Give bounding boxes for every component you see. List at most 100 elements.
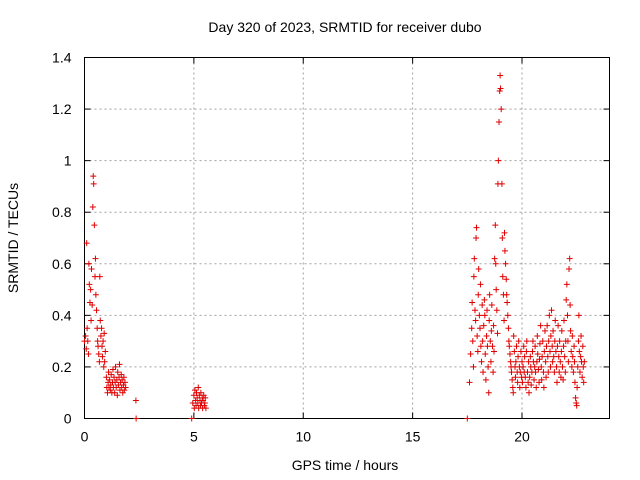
y-tick-label: 0.4	[52, 307, 72, 323]
data-point	[471, 307, 478, 314]
data-point	[531, 376, 538, 383]
data-point	[547, 332, 554, 339]
data-point	[575, 312, 582, 319]
data-point	[536, 379, 543, 386]
data-point	[114, 369, 121, 376]
data-point	[83, 240, 90, 247]
data-point	[485, 363, 492, 370]
data-point	[568, 363, 575, 370]
data-point	[482, 351, 489, 358]
data-point	[529, 348, 536, 355]
data-point	[565, 358, 572, 365]
data-point	[484, 343, 491, 350]
data-point	[554, 343, 561, 350]
data-point	[493, 286, 500, 293]
data-point	[96, 273, 103, 280]
data-point	[579, 343, 586, 350]
data-point	[471, 255, 478, 262]
data-point	[88, 317, 95, 324]
data-point	[100, 363, 107, 370]
data-point	[133, 415, 140, 422]
data-point	[576, 348, 583, 355]
data-point	[533, 384, 540, 391]
data-point	[101, 358, 108, 365]
data-point	[466, 379, 473, 386]
data-point	[477, 343, 484, 350]
data-point	[533, 358, 540, 365]
data-point	[105, 369, 112, 376]
data-point	[538, 363, 545, 370]
data-point	[555, 322, 562, 329]
data-point	[549, 343, 556, 350]
data-point	[541, 348, 548, 355]
data-point	[89, 204, 96, 211]
y-tick-label: 1	[64, 153, 72, 169]
data-point	[576, 369, 583, 376]
data-point	[118, 371, 125, 378]
data-point	[487, 358, 494, 365]
data-point	[470, 273, 477, 280]
data-point	[490, 369, 497, 376]
data-point	[543, 343, 550, 350]
x-tick-label: 5	[190, 429, 198, 445]
data-point	[572, 394, 579, 401]
data-point	[535, 366, 542, 373]
grid	[84, 57, 610, 419]
data-point	[510, 389, 517, 396]
data-point	[567, 327, 574, 334]
data-point	[473, 224, 480, 231]
data-point	[548, 307, 555, 314]
data-point	[534, 351, 541, 358]
data-point	[89, 302, 96, 309]
chart-title: Day 320 of 2023, SRMTID for receiver dub…	[208, 19, 481, 35]
data-point	[542, 358, 549, 365]
data-point	[543, 374, 550, 381]
data-point	[189, 400, 196, 407]
data-point	[571, 379, 578, 386]
y-tick-label: 1.4	[52, 50, 72, 66]
data-point	[528, 381, 535, 388]
y-tick-label: 0.6	[52, 256, 72, 272]
data-point	[497, 72, 504, 79]
data-point	[504, 312, 511, 319]
data-point	[493, 307, 500, 314]
data-point	[499, 273, 506, 280]
data-point	[498, 106, 505, 113]
data-point	[570, 369, 577, 376]
data-point	[567, 302, 574, 309]
data-point	[112, 363, 119, 370]
data-point	[499, 235, 506, 241]
data-point	[491, 255, 498, 262]
data-point	[519, 358, 525, 365]
data-point	[487, 338, 494, 345]
data-point	[501, 247, 508, 254]
data-point	[558, 348, 565, 355]
data-point	[502, 260, 509, 267]
data-point	[99, 343, 105, 350]
data-point	[519, 379, 526, 386]
data-point	[464, 415, 471, 422]
data-point	[495, 157, 502, 164]
data-point	[190, 392, 197, 399]
data-point	[515, 338, 522, 345]
data-point	[581, 358, 588, 365]
data-point	[498, 180, 505, 187]
data-point	[556, 369, 563, 376]
data-point	[550, 353, 557, 360]
data-point	[539, 338, 546, 345]
data-point	[538, 376, 545, 383]
data-point	[536, 356, 543, 363]
data-point	[520, 343, 527, 350]
data-point	[88, 265, 95, 272]
data-point	[477, 325, 483, 332]
data-point	[478, 358, 485, 365]
data-point	[560, 376, 567, 383]
data-point	[561, 317, 567, 324]
data-point	[202, 405, 209, 412]
data-point	[512, 358, 519, 365]
data-point	[467, 351, 474, 358]
data-point	[95, 351, 102, 358]
data-point	[547, 363, 554, 370]
data-point	[481, 296, 488, 303]
data-point	[505, 325, 512, 332]
